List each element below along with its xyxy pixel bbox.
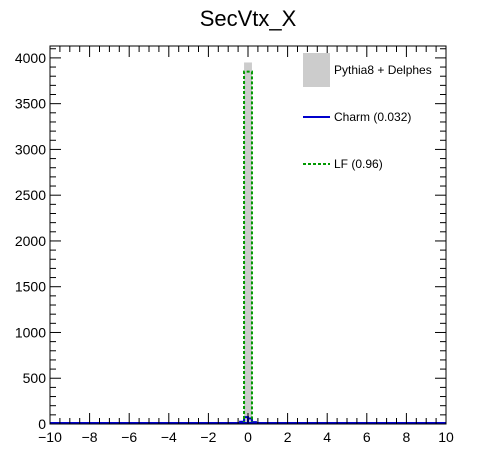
y-axis: 0 500 1000 1500 2000 2500 3000 3500 4000 bbox=[15, 48, 446, 432]
y-tick-label: 4000 bbox=[15, 50, 46, 66]
x-tick-label: −4 bbox=[161, 429, 177, 445]
x-tick-label: −2 bbox=[200, 429, 216, 445]
series-0 bbox=[244, 62, 252, 424]
y-tick-label: 0 bbox=[38, 416, 46, 432]
legend-swatch-0 bbox=[303, 53, 330, 87]
x-tick-label: −6 bbox=[121, 429, 137, 445]
x-axis: −10 −8 −6 −4 −2 0 2 4 6 8 10 bbox=[38, 46, 454, 445]
legend-label-0: Pythia8 + Delphes bbox=[334, 63, 432, 77]
x-tick-label: −10 bbox=[38, 429, 62, 445]
x-tick-label: 8 bbox=[403, 429, 411, 445]
y-tick-label: 500 bbox=[23, 370, 47, 386]
x-tick-label: 4 bbox=[323, 429, 331, 445]
y-tick-label: 3500 bbox=[15, 96, 46, 112]
x-tick-label: 2 bbox=[284, 429, 292, 445]
y-tick-label: 1000 bbox=[15, 324, 46, 340]
x-tick-label: 10 bbox=[438, 429, 454, 445]
chart-title: SecVtx_X bbox=[200, 6, 297, 31]
series-2 bbox=[243, 70, 253, 424]
y-tick-label: 1500 bbox=[15, 279, 46, 295]
legend-label-1: Charm (0.032) bbox=[334, 110, 411, 124]
x-tick-label: 6 bbox=[363, 429, 371, 445]
bar-2-0 bbox=[243, 70, 253, 424]
x-tick-label: 0 bbox=[244, 429, 252, 445]
x-tick-label: −8 bbox=[82, 429, 98, 445]
y-tick-label: 3000 bbox=[15, 141, 46, 157]
y-tick-label: 2000 bbox=[15, 233, 46, 249]
legend-label-2: LF (0.96) bbox=[334, 157, 383, 171]
y-tick-label: 2500 bbox=[15, 187, 46, 203]
bar-0-0 bbox=[244, 62, 252, 424]
legend: Pythia8 + Delphes Charm (0.032) LF (0.96) bbox=[303, 53, 432, 171]
